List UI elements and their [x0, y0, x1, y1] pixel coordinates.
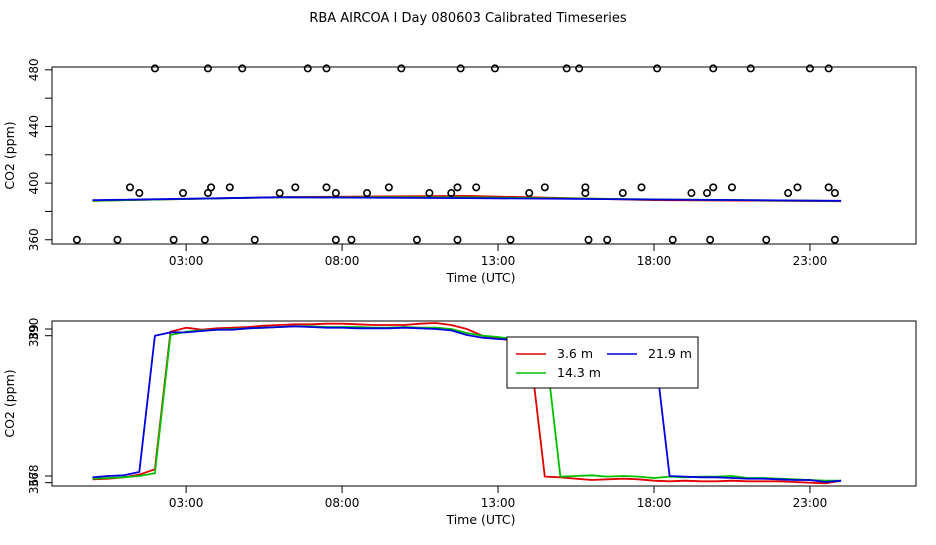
flag-point — [347, 235, 356, 244]
flag-point — [397, 64, 406, 73]
flag-point — [135, 189, 144, 198]
x-tick-label: 23:00 — [793, 254, 828, 268]
flag-point — [125, 183, 134, 192]
flag-point — [581, 189, 590, 198]
y-tick-label: 390 — [27, 318, 41, 341]
flag-point — [703, 189, 712, 198]
flag-point — [275, 189, 284, 198]
y-tick-label: 367 — [27, 471, 41, 494]
flag-point — [322, 64, 331, 73]
flag-point — [150, 64, 159, 73]
flag-point — [207, 183, 216, 192]
flag-point — [525, 189, 534, 198]
flag-point — [179, 189, 188, 198]
flag-point — [824, 64, 833, 73]
flag-point — [363, 189, 372, 198]
flag-point — [727, 183, 736, 192]
series-line-21-9-m — [92, 196, 842, 202]
legend-label: 14.3 m — [557, 365, 601, 380]
plot-frame — [51, 320, 917, 487]
x-tick-label: 03:00 — [169, 496, 204, 510]
flag-point — [584, 235, 593, 244]
flag-point — [250, 235, 259, 244]
x-tick-label: 13:00 — [481, 254, 516, 268]
series-line-14-3-m — [92, 325, 842, 482]
y-tick-label: 480 — [27, 58, 41, 81]
flag-point — [653, 64, 662, 73]
flag-point — [793, 183, 802, 192]
x-tick-label: 18:00 — [637, 254, 672, 268]
y-tick-label: 360 — [27, 228, 41, 251]
flag-point — [562, 64, 571, 73]
flag-point — [425, 189, 434, 198]
flag-point — [225, 183, 234, 192]
flag-point — [575, 64, 584, 73]
flag-point — [456, 64, 465, 73]
flag-point — [746, 64, 755, 73]
flag-point — [72, 235, 81, 244]
x-tick-label: 08:00 — [325, 254, 360, 268]
flag-point — [490, 64, 499, 73]
y-tick-label: 389 — [27, 324, 41, 347]
legend-box — [506, 336, 699, 389]
figure-title: RBA AIRCOA I Day 080603 Calibrated Times… — [309, 11, 627, 26]
x-tick-label: 03:00 — [169, 254, 204, 268]
legend-label: 3.6 m — [557, 346, 593, 361]
flag-point — [830, 235, 839, 244]
flag-point — [506, 235, 515, 244]
flag-point — [709, 183, 718, 192]
x-tick-label: 23:00 — [793, 496, 828, 510]
flag-point — [830, 189, 839, 198]
flag-point — [169, 235, 178, 244]
flag-point — [453, 183, 462, 192]
flag-point — [805, 64, 814, 73]
legend-label: 21.9 m — [648, 346, 692, 361]
flag-point — [687, 189, 696, 198]
flag-point — [706, 235, 715, 244]
flag-point — [291, 183, 300, 192]
flag-point — [331, 235, 340, 244]
plot-frame — [51, 66, 917, 245]
x-tick-label: 08:00 — [325, 496, 360, 510]
flag-point — [113, 235, 122, 244]
flag-point — [709, 64, 718, 73]
x-tick-label: 13:00 — [481, 496, 516, 510]
flag-point — [447, 189, 456, 198]
y-axis-label: CO2 (ppm) — [2, 369, 17, 437]
flag-point — [453, 235, 462, 244]
y-tick-label: 440 — [27, 115, 41, 138]
flag-point — [203, 64, 212, 73]
panel-top: 03:00 08:00 13:00 18:00 23:00 360 400 440 480 Tim… — [2, 58, 917, 285]
flag-point — [472, 183, 481, 192]
x-axis-label: Time (UTC) — [445, 270, 515, 285]
series-line-21-9-m — [92, 325, 842, 483]
flag-point — [238, 64, 247, 73]
flag-point — [618, 189, 627, 198]
flag-point — [762, 235, 771, 244]
flag-point — [668, 235, 677, 244]
flag-point — [384, 183, 393, 192]
flag-point — [322, 183, 331, 192]
x-axis-label: Time (UTC) — [445, 512, 515, 527]
flag-point — [412, 235, 421, 244]
x-tick-label: 18:00 — [637, 496, 672, 510]
flag-point — [603, 235, 612, 244]
flag-point — [784, 189, 793, 198]
y-axis-label: CO2 (ppm) — [2, 121, 17, 189]
flag-point — [637, 183, 646, 192]
y-tick-label: 400 — [27, 172, 41, 195]
flag-point — [200, 235, 209, 244]
flag-point — [540, 183, 549, 192]
flag-point — [824, 183, 833, 192]
y-tick-label: 368 — [27, 465, 41, 488]
flag-point — [303, 64, 312, 73]
flag-point — [331, 189, 340, 198]
series-line-3-6-m — [92, 322, 842, 485]
